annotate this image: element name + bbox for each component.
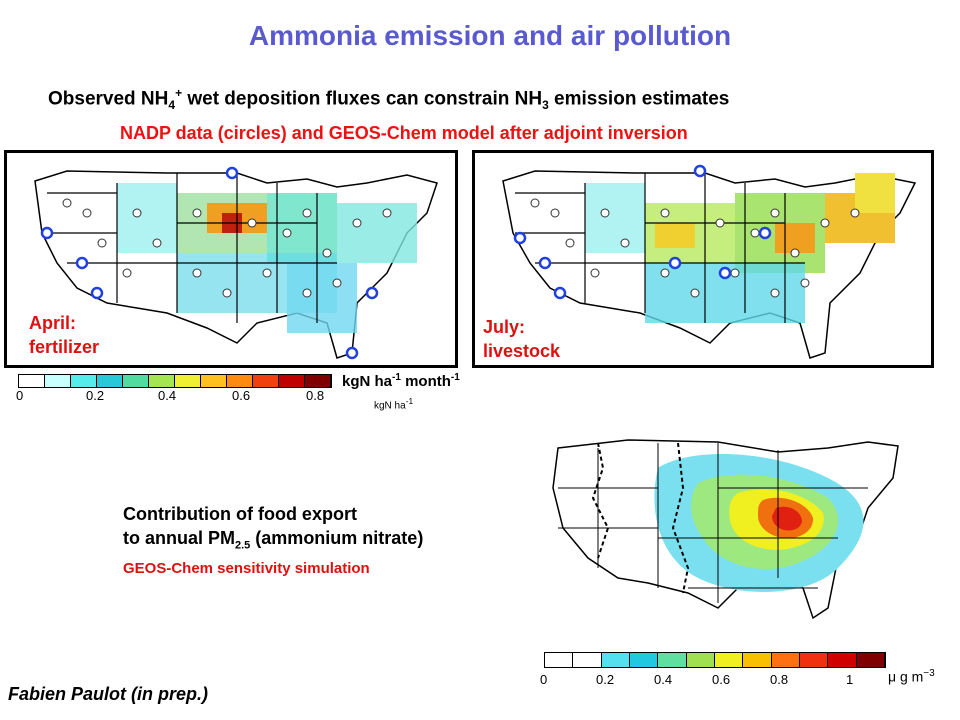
colorbar-tick: 0.2 [86,388,105,403]
subtitle-subscript: 4 [168,98,176,113]
subtitle-subscript: 3 [542,98,549,113]
colorbar-tick: 0.8 [306,388,325,403]
april-label-line1: April: [29,313,76,333]
colorbar-swatch [19,375,45,387]
pm25-colorbar-unit: μ g m−3 [888,668,935,685]
july-label: July: livestock [483,315,560,363]
slide-title: Ammonia emission and air pollution [248,20,732,51]
colorbar-swatch [227,375,253,387]
july-map-panel: July: livestock [472,150,934,368]
pm25-colorbar-swatch [856,653,885,667]
colorbar-swatch [45,375,71,387]
pm25-map-panel [538,428,910,638]
pm25-colorbar-swatch [658,653,687,667]
pm25-contribution-map [552,439,899,620]
colorbar-swatch [71,375,97,387]
subtitle-part: emission estimates [548,88,730,110]
subtitle-part: Observed NH [48,88,169,110]
colorbar-swatch [123,375,149,387]
food-caption-part: (ammonium nitrate) [250,528,424,548]
april-deposition-map [34,166,438,360]
pm25-colorbar-tick: 0.2 [596,672,615,687]
pm25-colorbar-swatches [544,652,886,668]
pm25-colorbar-swatch [686,653,715,667]
pm25-unit-text: μ g m [888,668,924,685]
pm25-colorbar-tick: 1 [846,672,854,687]
pm25-colorbar-swatch [828,653,857,667]
subtitle-superscript: + [175,86,183,100]
colorbar-swatch [279,375,305,387]
july-label-line1: July: [483,317,526,337]
pm25-unit-sup: −3 [923,668,935,679]
deposition-colorbar: 0 0.2 0.4 0.6 0.8 kgN ha-1 [16,374,413,414]
deposition-units: kgN ha-1 month-1 [342,372,460,390]
pm25-colorbar-swatch [545,653,574,667]
subtitle-part: wet deposition fluxes can constrain NH [182,88,543,110]
colorbar-tick: 0.6 [232,388,251,403]
pm25-colorbar-tick: 0 [540,672,548,687]
units-part: kgN ha [342,373,393,390]
colorbar-swatch [149,375,175,387]
colorbar-swatch [97,375,123,387]
food-caption-line2: to annual PM2.5 (ammonium nitrate) [123,526,423,558]
july-deposition-map [502,164,917,359]
colorbar-inner-unit-text: kgN ha [374,400,406,412]
pm25-colorbar-tick: 0.4 [654,672,673,687]
units-sup: -1 [392,372,401,383]
pm25-colorbar-swatch [601,653,630,667]
colorbar-tick: 0 [16,388,24,403]
colorbar-swatches [18,374,332,388]
colorbar-swatch [201,375,227,387]
food-caption-sub: 2.5 [235,539,251,552]
food-caption-line1: Contribution of food export [123,504,357,524]
units-part: month [400,373,451,390]
pm25-colorbar-swatch [573,653,602,667]
colorbar-inner-unit: kgN ha-1 [374,396,413,411]
april-label: April: fertilizer [29,311,99,359]
pm25-colorbar-swatch [714,653,744,667]
author-credit: Fabien Paulot (in prep.) [8,684,209,704]
colorbar-swatch [253,375,279,387]
food-caption-part: to annual PM [123,528,235,548]
pm25-colorbar-tick: 0.6 [712,672,731,687]
units-sup: -1 [450,372,460,383]
colorbar-swatch [175,375,201,387]
colorbar-tick: 0.4 [158,388,177,403]
pm25-colorbar-swatch [743,653,772,667]
july-label-line2: livestock [483,341,561,361]
colorbar-swatch [305,375,331,387]
pm25-colorbar-tick: 0.8 [770,672,789,687]
april-label-line2: fertilizer [29,337,100,357]
colorbar-inner-unit-sup: -1 [405,396,414,406]
pm25-colorbar-swatch [799,653,829,667]
pm25-colorbar-swatch [629,653,659,667]
slide-subtitle: Observed NH4+ wet deposition fluxes can … [48,86,729,112]
food-caption-note: GEOS-Chem sensitivity simulation [123,559,370,577]
pm25-colorbar: 0 0.2 0.4 0.6 0.8 1 μ g m−3 [540,652,940,692]
food-export-caption: Contribution of food export to annual PM… [123,502,423,577]
april-map-panel: April: fertilizer [4,150,458,368]
nadp-caption: NADP data (circles) and GEOS-Chem model … [120,123,688,143]
pm25-colorbar-swatch [771,653,800,667]
